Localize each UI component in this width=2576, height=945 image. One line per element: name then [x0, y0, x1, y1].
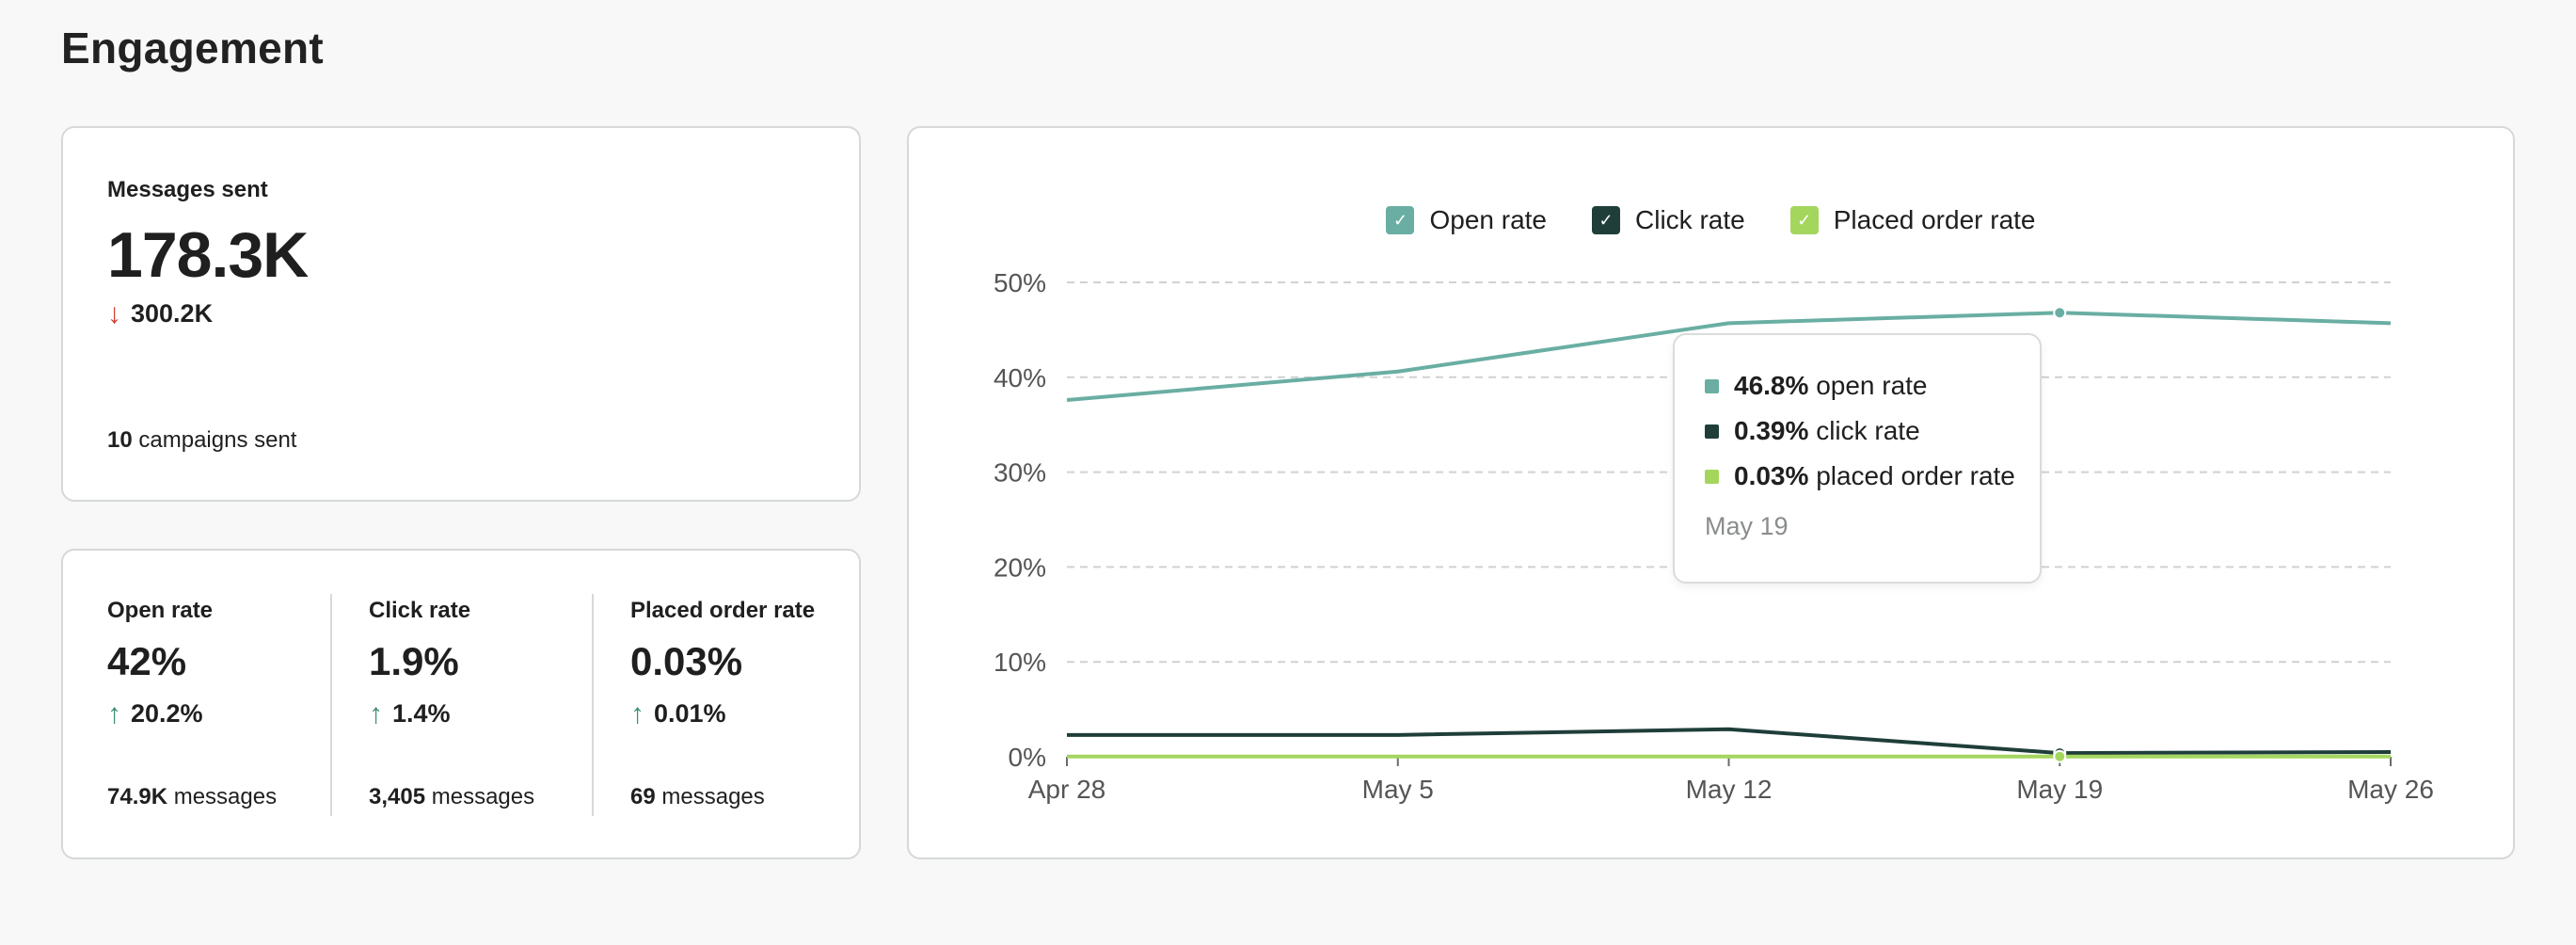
highlight-point-placed-order-rate [2053, 749, 2067, 763]
legend-item-click-rate[interactable]: ✓ Click rate [1592, 205, 1745, 235]
click-rate-swatch-icon [1705, 424, 1719, 439]
checkbox-checked-icon[interactable]: ✓ [1386, 206, 1415, 234]
open-rate-label: Open rate [107, 598, 214, 623]
click-rate-delta-value: 1.4% [392, 699, 451, 728]
legend-item-placed-order-rate[interactable]: ✓ Placed order rate [1789, 205, 2036, 235]
x-tick-label: May 12 [1686, 775, 1773, 804]
campaigns-count: 10 [107, 427, 133, 453]
click-rate-label: Click rate [369, 598, 471, 623]
tooltip-date: May 19 [1705, 512, 1789, 540]
rates-divider [592, 594, 594, 816]
arrow-up-icon: ↑ [630, 697, 644, 729]
tooltip-row-open-rate: 46.8% open rate [1705, 371, 1928, 401]
campaigns-suffix: campaigns sent [138, 427, 297, 453]
open-rate-delta: ↑ 20.2% [107, 699, 203, 729]
messages-sent-label: Messages sent [107, 177, 268, 202]
click-rate-delta: ↑ 1.4% [369, 699, 451, 729]
arrow-up-icon: ↑ [107, 697, 121, 729]
placed-order-rate-delta: ↑ 0.01% [630, 699, 726, 729]
tooltip-row-click-rate: 0.39% click rate [1705, 416, 1920, 446]
y-tick-label: 30% [994, 458, 1046, 488]
click-rate-stat: Click rate 1.9% ↑ 1.4% 3,405 messages [369, 551, 623, 857]
legend-label-open-rate: Open rate [1429, 205, 1548, 234]
tooltip-placed-order-rate-value: 0.03% [1734, 461, 1809, 490]
open-rate-swatch-icon [1705, 378, 1719, 393]
rates-divider [330, 594, 332, 816]
placed-order-rate-delta-value: 0.01% [654, 699, 726, 728]
open-rate-stat: Open rate 42% ↑ 20.2% 74.9K messages [107, 551, 361, 857]
legend-label-placed-order-rate: Placed order rate [1833, 205, 2036, 234]
legend-item-open-rate[interactable]: ✓ Open rate [1386, 205, 1547, 235]
tooltip-open-rate-value: 46.8% [1734, 371, 1809, 400]
engagement-chart-card: ✓ Open rate ✓ Click rate ✓ Placed order … [907, 126, 2515, 859]
y-tick-label: 10% [994, 648, 1046, 677]
placed-order-rate-messages-suffix: messages [661, 784, 765, 809]
click-rate-value: 1.9% [369, 639, 459, 683]
placed-order-rate-label: Placed order rate [630, 598, 816, 623]
y-tick-label: 20% [994, 553, 1046, 582]
open-rate-messages-suffix: messages [173, 784, 278, 809]
open-rate-delta-value: 20.2% [131, 699, 203, 728]
open-rate-value: 42% [107, 639, 187, 683]
placed-order-rate-messages-count: 69 [630, 784, 656, 809]
x-tick-label: May 19 [2016, 775, 2103, 804]
y-tick-label: 50% [994, 268, 1046, 297]
placed-order-rate-stat: Placed order rate 0.03% ↑ 0.01% 69 messa… [630, 551, 884, 857]
tooltip-click-rate-label: click rate [1816, 416, 1920, 445]
arrow-up-icon: ↑ [369, 697, 383, 729]
x-tick-label: May 26 [2347, 775, 2434, 804]
x-tick-label: Apr 28 [1028, 775, 1106, 804]
placed-order-rate-value: 0.03% [630, 639, 743, 683]
series-line-open-rate [1066, 311, 2392, 402]
messages-sent-delta-value: 300.2K [131, 299, 214, 328]
messages-sent-card: Messages sent 178.3K ↓ 300.2K 10 campaig… [61, 126, 861, 502]
highlight-point-open-rate [2053, 306, 2067, 320]
y-tick-label: 0% [1009, 743, 1046, 772]
page-title: Engagement [61, 24, 325, 72]
chart-tooltip: 46.8% open rate 0.39% click rate 0.03% p… [1673, 333, 2042, 584]
click-rate-messages-suffix: messages [431, 784, 535, 809]
checkbox-checked-icon[interactable]: ✓ [1789, 206, 1819, 234]
arrow-down-icon: ↓ [107, 297, 121, 329]
click-rate-messages: 3,405 messages [369, 784, 534, 810]
placed-order-rate-messages: 69 messages [630, 784, 765, 810]
placed-order-rate-swatch-icon [1705, 469, 1719, 484]
campaigns-sent-text: 10 campaigns sent [107, 427, 296, 454]
chart-legend: ✓ Open rate ✓ Click rate ✓ Placed order … [909, 205, 2513, 235]
tooltip-click-rate-value: 0.39% [1734, 416, 1809, 445]
legend-label-click-rate: Click rate [1635, 205, 1745, 234]
x-tick-label: May 5 [1362, 775, 1434, 804]
y-tick-label: 40% [994, 363, 1046, 392]
open-rate-messages: 74.9K messages [107, 784, 277, 810]
open-rate-messages-count: 74.9K [107, 784, 168, 809]
tooltip-placed-order-rate-label: placed order rate [1816, 461, 2015, 490]
tooltip-open-rate-label: open rate [1816, 371, 1928, 400]
checkbox-checked-icon[interactable]: ✓ [1592, 206, 1621, 234]
click-rate-messages-count: 3,405 [369, 784, 426, 809]
messages-sent-value: 178.3K [107, 219, 309, 291]
messages-sent-delta: ↓ 300.2K [107, 299, 213, 328]
rates-card: Open rate 42% ↑ 20.2% 74.9K messages Cli… [61, 549, 861, 859]
tooltip-row-placed-order-rate: 0.03% placed order rate [1705, 461, 2015, 491]
series-line-click-rate [1067, 727, 2392, 756]
